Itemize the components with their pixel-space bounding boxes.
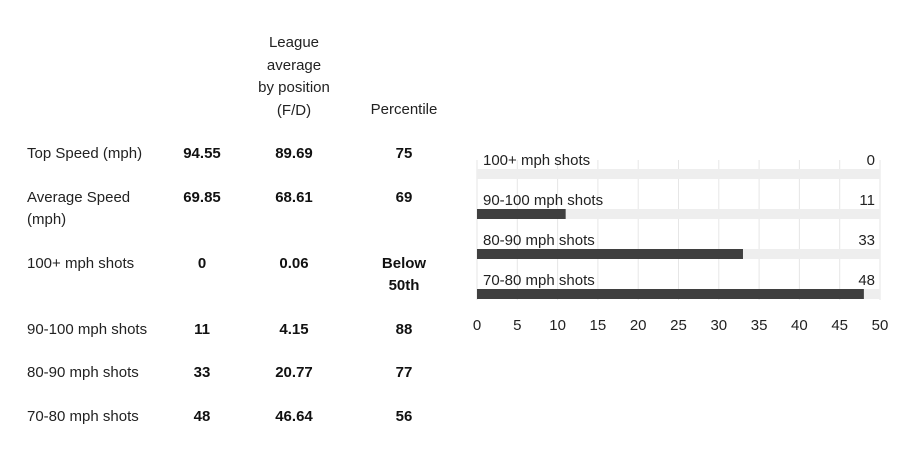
row-value: 69.85 bbox=[183, 189, 221, 206]
row-label: 100+ mph shots bbox=[27, 255, 135, 272]
x-tick-label: 30 bbox=[710, 317, 727, 334]
row-value: 0 bbox=[197, 255, 207, 272]
data-label: 0 bbox=[867, 152, 875, 169]
row-league-average: 68.61 bbox=[275, 189, 313, 206]
league-average-header-line: (F/D) bbox=[276, 101, 312, 119]
row-league-average: 46.64 bbox=[275, 408, 313, 425]
row-league-average: 20.77 bbox=[275, 364, 313, 381]
bar-chart-svg: 100+ mph shots 0 90-100 mph shots 11 80-90 m… bbox=[473, 152, 889, 334]
x-tick-label: 20 bbox=[630, 317, 647, 334]
row-label: Top Speed (mph) bbox=[27, 145, 143, 162]
row-percentile: 77 bbox=[395, 364, 413, 381]
bar bbox=[477, 249, 743, 259]
shot-speed-bar-chart: 100+ mph shots 0 90-100 mph shots 11 80-90 m… bbox=[460, 140, 900, 350]
percentile-header: Percentile bbox=[370, 101, 438, 118]
row-label: 70-80 mph shots bbox=[27, 408, 139, 425]
league-average-header-line: average bbox=[266, 56, 322, 74]
row-label: 90-100 mph shots bbox=[27, 321, 148, 338]
category-label: 70-80 mph shots bbox=[483, 272, 595, 289]
row-percentile: 56 bbox=[395, 408, 413, 425]
league-average-header-line: by position bbox=[258, 79, 330, 96]
row-league-average: 4.15 bbox=[279, 321, 309, 338]
row-percentile: 88 bbox=[395, 321, 413, 338]
row-percentile: 75 bbox=[395, 145, 413, 162]
row-value: 11 bbox=[194, 321, 210, 338]
category-label: 80-90 mph shots bbox=[483, 232, 595, 249]
league-average-header: League average by position (F/D) bbox=[244, 32, 344, 122]
league-average-header-line: League bbox=[268, 34, 320, 51]
x-tick-label: 15 bbox=[590, 317, 607, 334]
x-tick-label: 45 bbox=[831, 317, 848, 334]
row-value: 33 bbox=[193, 364, 211, 381]
x-tick-label: 40 bbox=[791, 317, 808, 334]
row-league-average: 89.69 bbox=[275, 145, 313, 162]
row-label: Average Speed (mph) bbox=[27, 189, 131, 228]
x-tick-label: 35 bbox=[751, 317, 768, 334]
x-tick-label: 0 bbox=[473, 317, 481, 334]
x-tick-label: 5 bbox=[513, 317, 521, 334]
data-label: 48 bbox=[858, 272, 875, 289]
bar bbox=[477, 209, 566, 219]
x-tick-label: 10 bbox=[549, 317, 566, 334]
bar bbox=[477, 289, 864, 299]
row-label: 80-90 mph shots bbox=[27, 364, 139, 381]
row-percentile: Below 50th bbox=[381, 255, 427, 294]
shot-speed-stats-table: League average by position (F/D) Percent… bbox=[27, 32, 438, 425]
row-value: 48 bbox=[193, 408, 211, 425]
x-tick-label: 50 bbox=[872, 317, 889, 334]
row-percentile: 69 bbox=[395, 189, 413, 206]
bar-track bbox=[477, 169, 880, 179]
x-tick-label: 25 bbox=[670, 317, 687, 334]
data-label: 11 bbox=[859, 192, 875, 209]
row-league-average: 0.06 bbox=[279, 255, 309, 272]
bar-track bbox=[477, 209, 880, 219]
category-label: 90-100 mph shots bbox=[483, 192, 603, 209]
data-label: 33 bbox=[858, 232, 875, 249]
category-label: 100+ mph shots bbox=[483, 152, 590, 169]
row-value: 94.55 bbox=[183, 145, 221, 162]
